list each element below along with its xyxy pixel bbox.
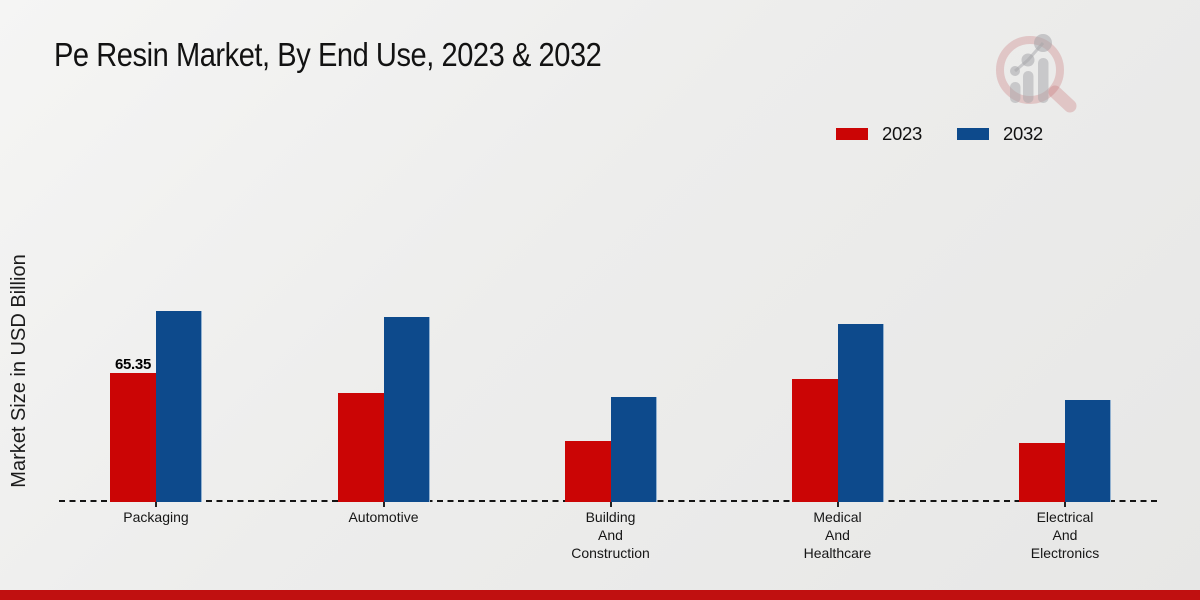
x-axis-tick [836, 502, 839, 507]
bar-2032-medical [837, 324, 884, 502]
x-axis-tick [382, 502, 385, 507]
legend: 2023 2032 [836, 120, 1043, 148]
bar-2023-building [564, 440, 611, 502]
bar-2023-medical [791, 378, 838, 502]
chart-title: Pe Resin Market, By End Use, 2023 & 2032 [54, 36, 602, 73]
legend-item-2032: 2032 [956, 123, 1043, 145]
bar-2023-electrical [1019, 442, 1065, 502]
x-axis-tick [155, 502, 157, 507]
legend-swatch-2023 [836, 128, 868, 140]
footer-accent-band [0, 590, 1200, 600]
x-axis-tick [1064, 502, 1066, 507]
bar-2032-building [610, 397, 657, 502]
x-axis-tick [609, 502, 612, 507]
category-label-packaging: Packaging [123, 509, 189, 525]
bar-2023-automotive [337, 393, 384, 502]
category-label-automotive: Automotive [348, 509, 419, 525]
bar-2032-electrical [1065, 400, 1111, 502]
legend-label: 2023 [882, 123, 922, 144]
bar-value-label: 65.35 [114, 356, 152, 374]
legend-swatch-2032 [956, 128, 989, 140]
bar-2032-automotive [383, 316, 430, 502]
category-label-medical: Medical And Healthcare [803, 509, 872, 561]
category-label-building: Building And Construction [571, 509, 650, 561]
magnifier-growth-chart-logo-icon [996, 34, 1077, 113]
bar-2032-packaging [156, 310, 202, 502]
legend-item-2023: 2023 [836, 123, 922, 145]
legend-label: 2032 [1002, 123, 1043, 144]
bar-2023-packaging [110, 373, 156, 502]
category-label-electrical: Electrical And Electronics [1030, 509, 1100, 561]
